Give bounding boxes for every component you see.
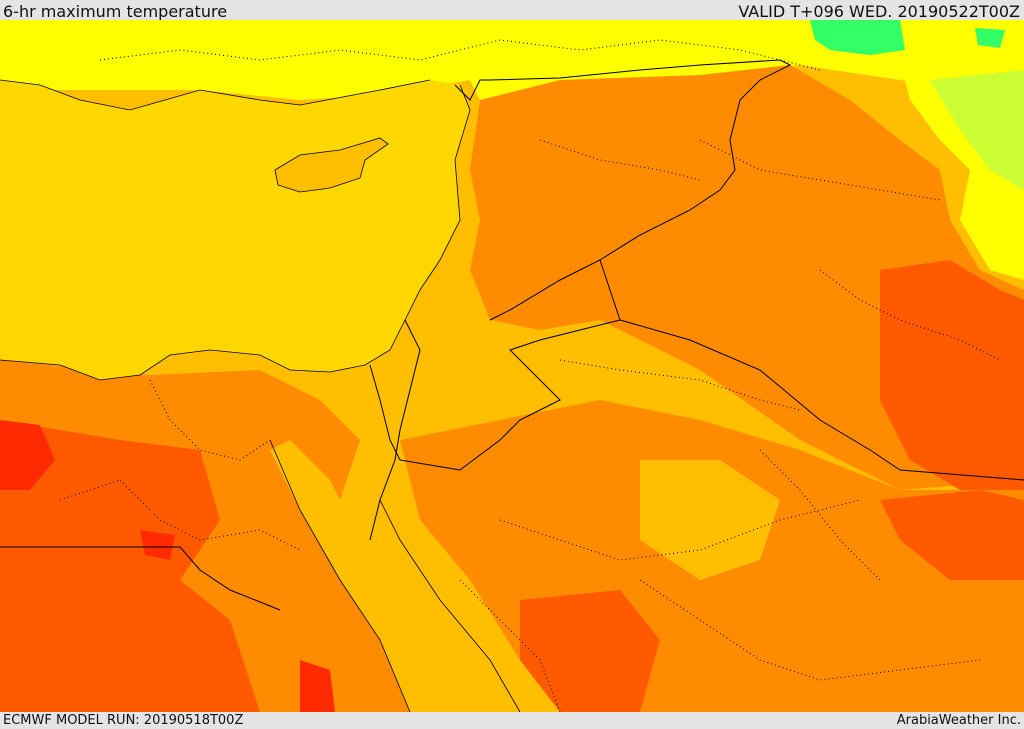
temp-region-red-south	[300, 660, 335, 712]
temp-region-green	[810, 20, 905, 55]
temp-region-red-spot	[140, 530, 175, 560]
cyprus-island	[274, 137, 389, 193]
top-bar: 6-hr maximum temperature VALID T+096 WED…	[0, 0, 1024, 21]
country-borders	[0, 59, 1024, 611]
temp-region-light-green	[930, 70, 1024, 190]
map-title: 6-hr maximum temperature	[3, 2, 228, 21]
temp-region-green-east	[975, 28, 1005, 48]
map-canvas	[0, 20, 1024, 712]
red-sea-region	[270, 440, 460, 712]
temp-region-dark-orange-east	[880, 260, 1024, 500]
valid-time: VALID T+096 WED. 20190522T00Z	[738, 2, 1020, 21]
temp-region-dark-orange-egypt	[0, 420, 260, 712]
temperature-map	[0, 20, 1024, 712]
temp-region-dark-orange-se	[880, 490, 1024, 580]
temp-region-dark-orange-arabia	[520, 590, 660, 712]
temp-region-yellow-north	[0, 20, 1024, 100]
bottom-bar: ECMWF MODEL RUN: 20190518T00Z ArabiaWeat…	[0, 712, 1024, 729]
temp-region-red-west	[0, 420, 55, 490]
model-run: ECMWF MODEL RUN: 20190518T00Z	[3, 713, 244, 728]
brand-credit: ArabiaWeather Inc.	[896, 713, 1021, 728]
temp-region-light-orange-arabia	[640, 460, 780, 580]
coastlines	[0, 79, 521, 712]
province-borders	[59, 39, 1001, 712]
